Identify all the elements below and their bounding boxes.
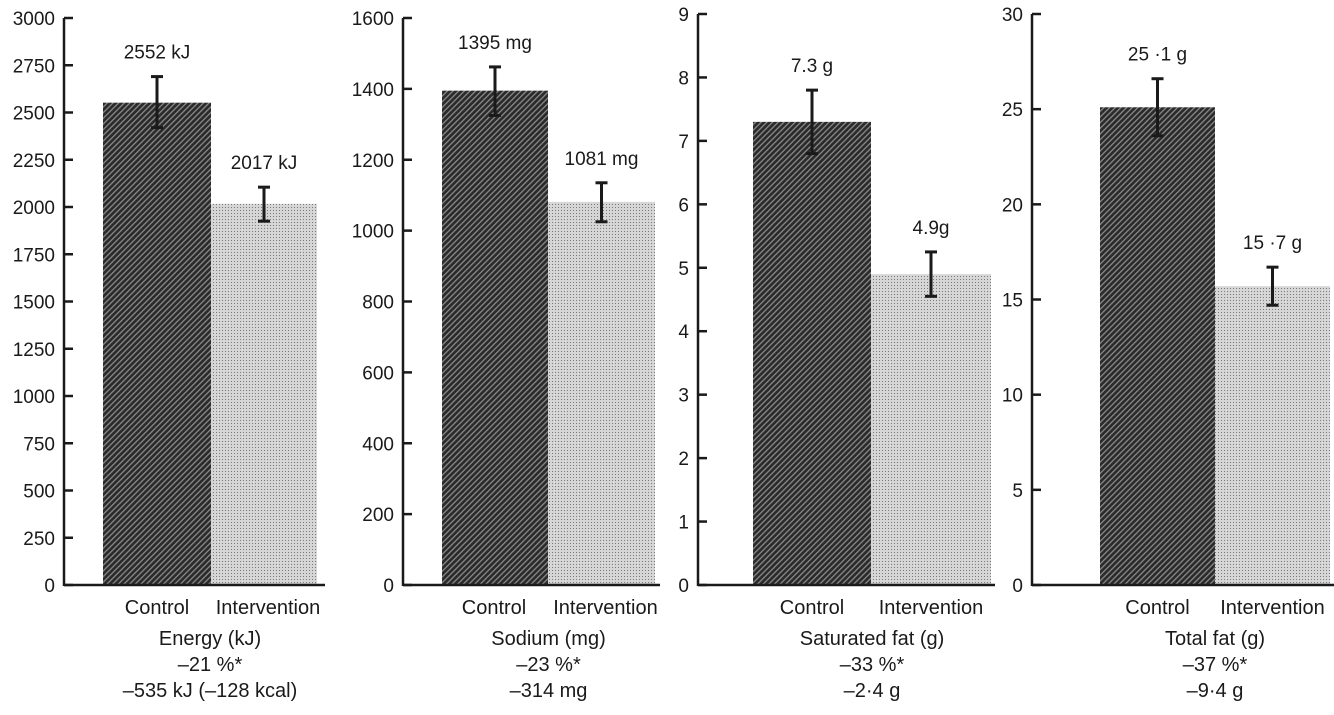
data-label: 1081 mg — [565, 149, 639, 170]
y-tick-label: 0 — [678, 576, 689, 597]
change-label: –314 mg — [510, 680, 588, 702]
chart-title: Energy (kJ) — [159, 628, 261, 650]
y-tick-label: 6 — [678, 195, 689, 216]
change-label: –2·4 g — [844, 680, 901, 702]
y-tick-label: 1600 — [352, 9, 394, 30]
y-tick-label: 4 — [678, 322, 689, 343]
bar-intervention — [1215, 286, 1330, 585]
y-tick-label: 800 — [362, 293, 394, 314]
y-tick-label: 30 — [1002, 5, 1023, 26]
bar-control — [753, 121, 871, 585]
change-label: –23 %* — [516, 654, 581, 676]
x-category-label: Intervention — [216, 597, 321, 619]
y-tick-label: 600 — [362, 363, 394, 384]
y-tick-label: 0 — [44, 576, 55, 597]
y-tick-label: 1 — [678, 513, 689, 534]
y-tick-label: 250 — [23, 529, 55, 550]
x-category-label: Control — [125, 597, 189, 619]
y-tick-label: 0 — [1012, 576, 1023, 597]
y-tick-label: 2750 — [13, 56, 55, 77]
chart-title: Saturated fat (g) — [800, 628, 945, 650]
y-tick-label: 1000 — [13, 387, 55, 408]
bar-intervention — [871, 274, 991, 585]
data-label: 25 ·1 g — [1128, 45, 1187, 66]
data-label: 2552 kJ — [124, 43, 191, 64]
y-tick-label: 2000 — [13, 198, 55, 219]
chart-title: Total fat (g) — [1165, 628, 1265, 650]
y-tick-label: 2500 — [13, 104, 55, 125]
y-tick-label: 1000 — [352, 222, 394, 243]
y-tick-label: 3000 — [13, 9, 55, 30]
change-label: –37 %* — [1183, 654, 1248, 676]
y-tick-label: 2250 — [13, 151, 55, 172]
data-label: 4.9g — [913, 218, 950, 239]
y-tick-label: 7 — [678, 132, 689, 153]
y-tick-label: 1500 — [13, 293, 55, 314]
y-tick-label: 1200 — [352, 151, 394, 172]
x-category-label: Control — [1125, 597, 1189, 619]
y-tick-label: 5 — [1012, 481, 1023, 502]
bar-control — [103, 102, 211, 585]
y-tick-label: 10 — [1002, 386, 1023, 407]
y-tick-label: 20 — [1002, 195, 1023, 216]
y-tick-label: 3 — [678, 386, 689, 407]
y-tick-label: 200 — [362, 505, 394, 526]
x-category-label: Intervention — [553, 597, 658, 619]
change-label: –535 kJ (–128 kcal) — [123, 680, 298, 702]
y-tick-label: 15 — [1002, 291, 1023, 312]
x-category-label: Intervention — [1220, 597, 1325, 619]
change-label: –9·4 g — [1187, 680, 1244, 702]
y-tick-label: 8 — [678, 68, 689, 89]
y-tick-label: 5 — [678, 259, 689, 280]
x-category-label: Intervention — [879, 597, 984, 619]
x-category-label: Control — [462, 597, 526, 619]
y-tick-label: 2 — [678, 449, 689, 470]
data-label: 1395 mg — [458, 33, 532, 54]
change-label: –33 %* — [840, 654, 905, 676]
y-tick-label: 750 — [23, 434, 55, 455]
bar-intervention — [548, 201, 655, 585]
bar-control — [442, 90, 548, 585]
y-tick-label: 1750 — [13, 245, 55, 266]
data-label: 7.3 g — [791, 56, 833, 77]
x-category-label: Control — [780, 597, 844, 619]
chart-title: Sodium (mg) — [491, 628, 605, 650]
y-tick-label: 500 — [23, 482, 55, 503]
bar-intervention — [211, 203, 317, 586]
change-label: –21 %* — [178, 654, 243, 676]
y-tick-label: 400 — [362, 434, 394, 455]
data-label: 15 ·7 g — [1243, 233, 1302, 254]
data-label: 2017 kJ — [231, 153, 298, 174]
y-tick-label: 9 — [678, 5, 689, 26]
y-tick-label: 0 — [383, 576, 394, 597]
y-tick-label: 25 — [1002, 100, 1023, 121]
y-tick-label: 1400 — [352, 80, 394, 101]
bar-control — [1100, 107, 1215, 585]
y-tick-label: 1250 — [13, 340, 55, 361]
